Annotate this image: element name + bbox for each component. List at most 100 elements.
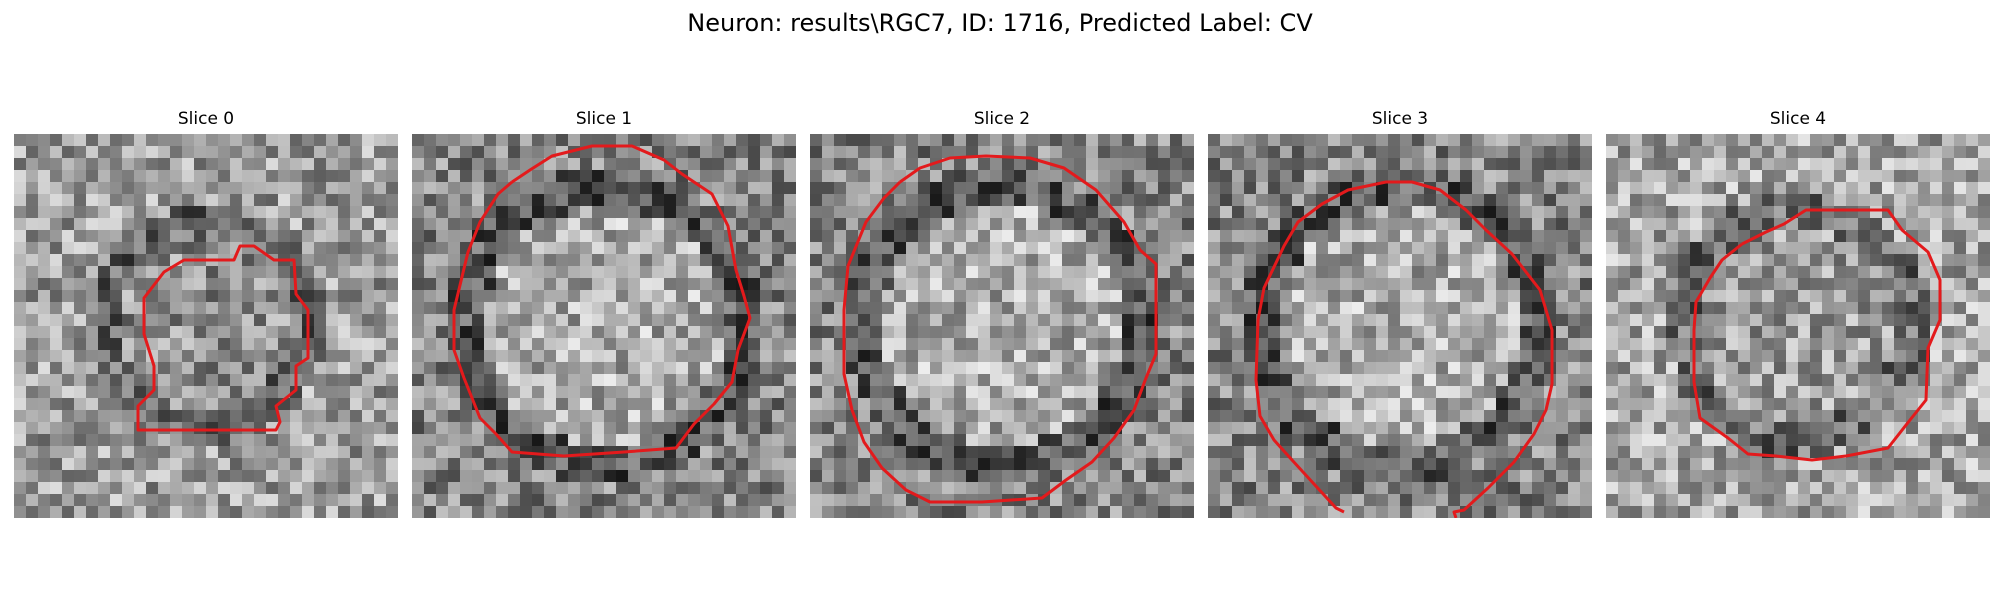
- image-pixel: [182, 242, 195, 255]
- image-pixel: [1158, 134, 1171, 147]
- image-pixel: [1690, 374, 1703, 387]
- image-pixel: [1182, 218, 1194, 231]
- image-pixel: [918, 134, 931, 147]
- image-pixel: [496, 458, 509, 471]
- image-pixel: [62, 422, 75, 435]
- image-pixel: [484, 482, 497, 495]
- image-pixel: [1208, 350, 1221, 363]
- image-pixel: [532, 314, 545, 327]
- image-pixel: [712, 362, 725, 375]
- image-pixel: [38, 446, 51, 459]
- image-pixel: [748, 206, 761, 219]
- image-pixel: [978, 506, 991, 518]
- image-pixel: [1014, 338, 1027, 351]
- image-pixel: [50, 302, 63, 315]
- image-pixel: [592, 146, 605, 159]
- image-pixel: [170, 290, 183, 303]
- image-pixel: [1642, 218, 1655, 231]
- image-pixel: [1062, 230, 1075, 243]
- image-pixel: [74, 434, 87, 447]
- image-pixel: [62, 290, 75, 303]
- image-pixel: [688, 230, 701, 243]
- image-pixel: [1930, 206, 1943, 219]
- image-pixel: [1340, 302, 1353, 315]
- image-pixel: [290, 458, 303, 471]
- image-pixel: [14, 350, 27, 363]
- image-pixel: [1484, 398, 1497, 411]
- image-pixel: [1834, 326, 1847, 339]
- image-pixel: [1014, 170, 1027, 183]
- image-pixel: [736, 242, 749, 255]
- image-pixel: [1556, 182, 1569, 195]
- image-pixel: [1846, 326, 1859, 339]
- image-pixel: [1666, 302, 1679, 315]
- image-pixel: [448, 254, 461, 267]
- image-pixel: [822, 434, 835, 447]
- image-pixel: [1762, 134, 1775, 147]
- image-pixel: [1930, 146, 1943, 159]
- image-pixel: [242, 302, 255, 315]
- image-pixel: [170, 422, 183, 435]
- image-pixel: [822, 194, 835, 207]
- image-pixel: [1954, 230, 1967, 243]
- image-pixel: [640, 266, 653, 279]
- image-pixel: [882, 158, 895, 171]
- image-pixel: [1714, 446, 1727, 459]
- image-pixel: [628, 494, 641, 507]
- image-pixel: [1738, 374, 1751, 387]
- image-pixel: [688, 326, 701, 339]
- image-pixel: [1232, 434, 1245, 447]
- image-pixel: [1376, 302, 1389, 315]
- image-pixel: [158, 170, 171, 183]
- image-pixel: [1376, 482, 1389, 495]
- image-pixel: [230, 290, 243, 303]
- image-pixel: [978, 374, 991, 387]
- image-pixel: [1978, 146, 1990, 159]
- image-pixel: [1702, 218, 1715, 231]
- image-pixel: [508, 278, 521, 291]
- image-pixel: [194, 170, 207, 183]
- image-pixel: [350, 266, 363, 279]
- image-pixel: [1170, 482, 1183, 495]
- image-pixel: [1158, 194, 1171, 207]
- image-pixel: [1762, 350, 1775, 363]
- image-pixel: [1158, 314, 1171, 327]
- image-pixel: [1906, 194, 1919, 207]
- image-pixel: [652, 266, 665, 279]
- image-pixel: [1606, 218, 1619, 231]
- image-pixel: [1606, 290, 1619, 303]
- image-pixel: [1448, 386, 1461, 399]
- image-pixel: [374, 446, 387, 459]
- image-pixel: [580, 446, 593, 459]
- image-pixel: [688, 146, 701, 159]
- image-pixel: [134, 494, 147, 507]
- image-pixel: [1942, 446, 1955, 459]
- image-pixel: [1388, 254, 1401, 267]
- image-pixel: [1882, 158, 1895, 171]
- image-pixel: [1062, 242, 1075, 255]
- image-pixel: [1268, 410, 1281, 423]
- image-pixel: [1208, 242, 1221, 255]
- image-pixel: [1220, 458, 1233, 471]
- image-pixel: [1182, 254, 1194, 267]
- image-pixel: [592, 374, 605, 387]
- image-pixel: [1714, 362, 1727, 375]
- image-pixel: [14, 386, 27, 399]
- image-pixel: [374, 158, 387, 171]
- image-pixel: [1460, 194, 1473, 207]
- image-pixel: [1328, 446, 1341, 459]
- image-pixel: [1158, 374, 1171, 387]
- image-pixel: [1738, 194, 1751, 207]
- image-pixel: [1954, 182, 1967, 195]
- image-pixel: [1014, 314, 1027, 327]
- image-pixel: [604, 506, 617, 518]
- image-pixel: [1170, 134, 1183, 147]
- image-pixel: [146, 398, 159, 411]
- image-pixel: [760, 470, 773, 483]
- image-pixel: [182, 278, 195, 291]
- image-pixel: [1810, 242, 1823, 255]
- image-pixel: [1232, 302, 1245, 315]
- image-pixel: [484, 434, 497, 447]
- image-pixel: [760, 158, 773, 171]
- image-pixel: [954, 374, 967, 387]
